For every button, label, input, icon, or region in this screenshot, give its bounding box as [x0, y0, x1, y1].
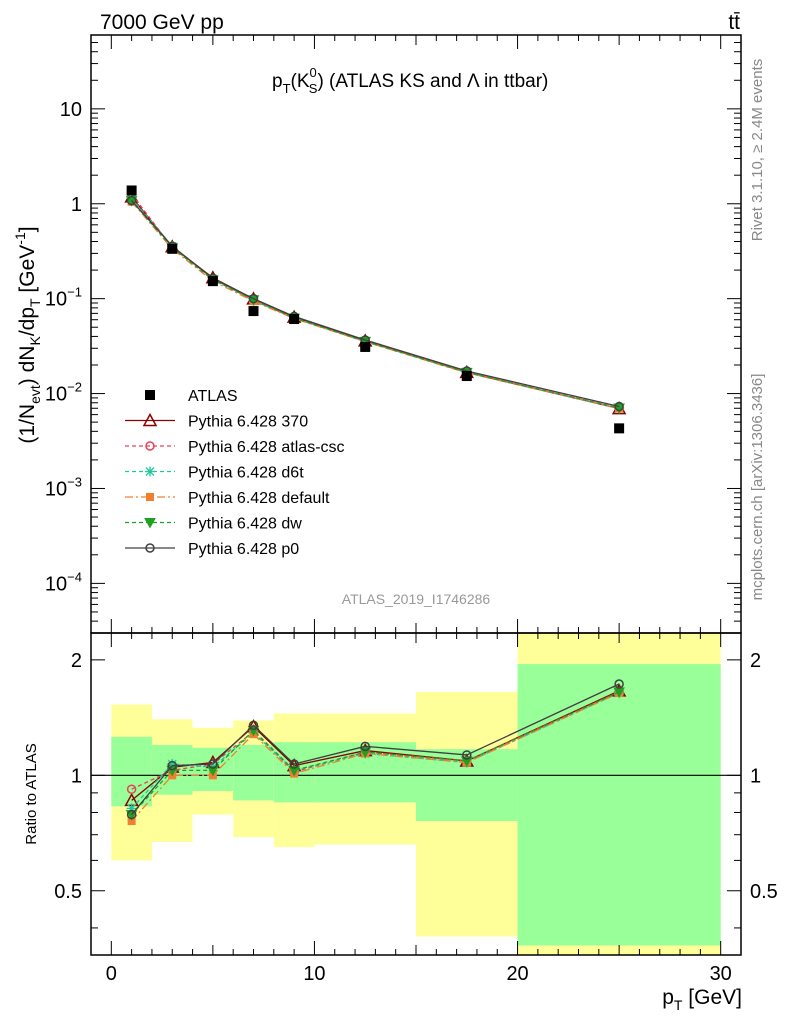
energy-label: 7000 GeV pp — [100, 11, 224, 34]
ratio-line-4 — [131, 691, 620, 816]
data-point — [289, 314, 300, 325]
ratio-point-5 — [167, 760, 177, 771]
y-tick-label: 10−1 — [45, 285, 82, 311]
legend-label-2: Pythia 6.428 d6t — [188, 465, 304, 482]
ratio-point-2 — [167, 759, 178, 770]
ratio-y-axis-label: Ratio to ATLAS — [23, 743, 40, 844]
legend: ATLAS Pythia 6.428 370 Pythia 6.428 atlas-… — [125, 388, 345, 558]
legend-marker-3 — [146, 493, 154, 501]
process-label: tt̄ — [728, 11, 740, 34]
x-tick-label: 10 — [303, 963, 325, 985]
ratio-uncertainty-bands — [111, 633, 721, 955]
plot-title: pT(K0 S) (ATLAS KS and Λ in ttbar) — [272, 65, 548, 96]
ratio-tick-label-right: 0.5 — [750, 881, 778, 903]
ratio-tick-label-right: 1 — [750, 765, 761, 787]
ratio-point-1 — [126, 784, 137, 794]
data-point — [614, 423, 625, 434]
ratio-line-5 — [131, 683, 620, 815]
series-line-5 — [131, 200, 620, 408]
legend-marker-4 — [144, 518, 156, 529]
y-tick-label: 10−4 — [45, 569, 82, 595]
legend-label-0: Pythia 6.428 370 — [188, 414, 308, 431]
ratio-line-3 — [131, 692, 620, 822]
ratio-point-5 — [462, 750, 472, 760]
band-green-3 — [233, 744, 274, 801]
data-point — [360, 341, 371, 352]
ratio-point-5 — [614, 679, 624, 689]
legend-marker-1 — [145, 441, 155, 451]
series-point-5 — [248, 293, 259, 304]
ratio-point-5 — [126, 809, 137, 820]
data-point — [207, 276, 218, 287]
series-line-4 — [131, 200, 620, 409]
series-point-5 — [126, 195, 137, 206]
ratio-point-2 — [126, 803, 137, 814]
series-line-3 — [131, 201, 620, 410]
y-tick-label: 10−2 — [45, 380, 82, 406]
series-line-2 — [131, 197, 620, 410]
data-point — [248, 306, 259, 317]
y-tick-label: 10−3 — [45, 474, 82, 500]
ratio-tick-label-right: 2 — [750, 650, 761, 672]
legend-marker-0 — [142, 412, 158, 427]
y-tick-label: 10 — [60, 99, 82, 121]
band-green-7 — [517, 664, 721, 946]
ratio-tick-label-left: 1 — [71, 765, 82, 787]
ratio-tick-label-left: 2 — [71, 650, 82, 672]
series-point-5 — [614, 401, 624, 412]
ratio-point-5 — [208, 759, 218, 769]
x-tick-label: 0 — [106, 963, 117, 985]
series-line-1 — [131, 193, 620, 409]
analysis-id: ATLAS_2019_I1746286 — [342, 591, 491, 607]
legend-label-1: Pythia 6.428 atlas-csc — [188, 439, 345, 456]
x-tick-label: 20 — [506, 963, 528, 985]
ratio-tick-label-left: 0.5 — [54, 881, 82, 903]
main-plot-series — [124, 185, 627, 434]
legend-label-5: Pythia 6.428 p0 — [188, 541, 299, 558]
ratio-point-4 — [460, 756, 473, 767]
y-tick-label: 1 — [71, 194, 82, 216]
legend-label-data: ATLAS — [188, 388, 238, 405]
data-point — [167, 243, 178, 254]
ratio-point-5 — [248, 720, 259, 731]
x-tick-label: 30 — [710, 963, 732, 985]
ratio-point-4 — [207, 765, 219, 777]
ratio-point-3 — [127, 817, 136, 826]
legend-marker-5 — [145, 543, 155, 553]
rivet-label: Rivet 3.1.10, ≥ 2.4M events — [749, 59, 766, 242]
data-point — [461, 371, 472, 382]
ratio-point-5 — [360, 741, 370, 752]
ratio-point-4 — [288, 765, 300, 777]
legend-label-4: Pythia 6.428 dw — [188, 516, 302, 533]
y-axis-label: (1/Nevt) dNK/dpT [GeV-1] — [12, 226, 43, 443]
ratio-point-5 — [289, 759, 299, 769]
source-label: mcplots.cern.ch [arXiv:1306.3436] — [749, 374, 766, 601]
ratio-plot-series — [124, 679, 627, 826]
legend-label-3: Pythia 6.428 default — [188, 490, 330, 507]
legend-marker-data — [145, 390, 155, 400]
legend-marker-2 — [145, 466, 155, 477]
series-line-0 — [131, 196, 620, 410]
data-point — [126, 185, 137, 196]
x-axis-label: pT [GeV] — [662, 986, 742, 1013]
axes-ticks: 0 10 20 30 10−4 10−3 10−2 10−1 1 10 0.5 0.5 1 1 2 2 — [45, 34, 778, 985]
